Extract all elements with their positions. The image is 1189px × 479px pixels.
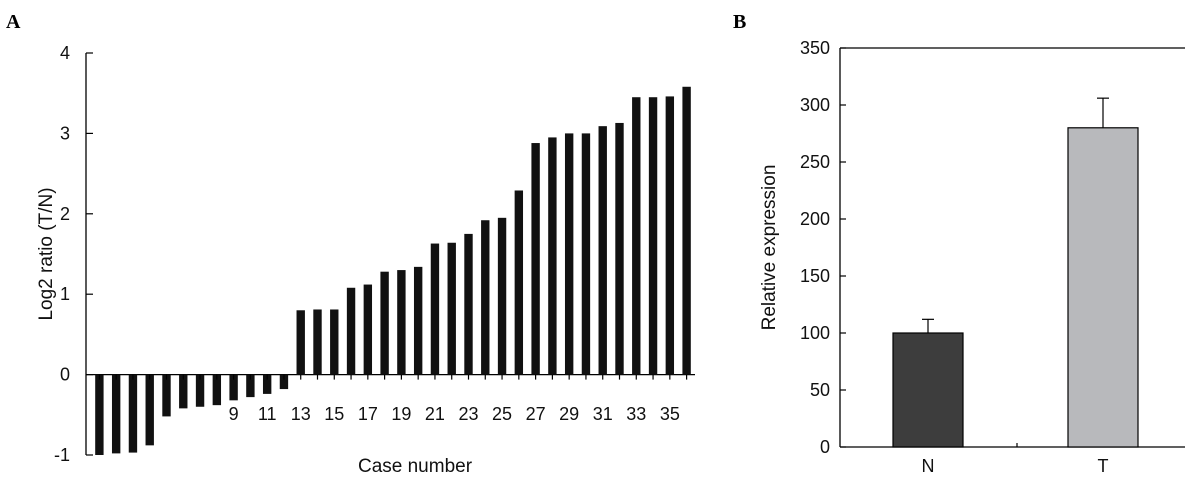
chart-a-x-axis-title: Case number: [358, 456, 473, 477]
panel-a-letter: A: [6, 11, 21, 33]
chart-a-bar: [447, 242, 456, 375]
chart-b-relative-expression: 0 50 100 150 200 250 300 350 N T Relative expressi…: [759, 38, 1185, 476]
chart-a-bar: [497, 217, 507, 375]
chart-a-bar: [296, 310, 305, 375]
chart-a-bar: [682, 86, 691, 375]
chart-a-bar: [615, 122, 624, 375]
chart-a-x-tick-label: 13: [291, 404, 311, 424]
chart-a-bar: [397, 270, 406, 375]
chart-a-bar: [229, 374, 238, 401]
chart-a-bar: [111, 374, 121, 454]
chart-a-x-tick-label: 9: [229, 404, 239, 424]
chart-a-bar: [262, 374, 272, 394]
chart-a-bar: [95, 374, 104, 455]
chart-a-bar: [648, 97, 658, 375]
chart-a-bar: [162, 374, 171, 417]
chart-b-bar: [1067, 127, 1139, 448]
chart-a-bar: [514, 190, 524, 375]
chart-a-bar: [145, 374, 154, 446]
panel-b-letter: B: [733, 11, 746, 33]
chart-a-bar: [246, 374, 255, 398]
chart-a-bar: [632, 97, 641, 375]
chart-a-x-tick-label: 31: [593, 404, 613, 424]
chart-a-bar: [481, 220, 490, 375]
chart-a-bar: [212, 374, 222, 406]
chart-a-bar: [430, 243, 440, 375]
chart-b-bar: [892, 332, 964, 448]
chart-a-x-tick-label: 33: [626, 404, 646, 424]
chart-b-y-tick-label: 50: [810, 380, 830, 400]
chart-a-x-tick-label: 27: [526, 404, 546, 424]
chart-a-x-tick-label: 19: [391, 404, 411, 424]
chart-a-bar: [564, 133, 574, 375]
chart-a-bar: [665, 96, 675, 375]
chart-a-y-tick-label: 0: [60, 365, 70, 385]
chart-a-bar: [598, 126, 607, 375]
chart-a-bar: [413, 266, 423, 375]
chart-a-bar: [128, 374, 138, 453]
chart-a-x-tick-label: 35: [660, 404, 680, 424]
chart-b-y-tick-label: 0: [820, 437, 830, 457]
chart-a-y-tick-label: 3: [60, 123, 70, 143]
chart-a-x-tick-label: 29: [559, 404, 579, 424]
chart-b-x-tick-label: T: [1098, 456, 1109, 476]
chart-a-x-tick-label: 21: [425, 404, 445, 424]
chart-a-x-tick-label: 25: [492, 404, 512, 424]
chart-a-y-tick-label: 1: [60, 284, 70, 304]
chart-a-bar: [330, 309, 339, 375]
chart-a-bar: [346, 287, 356, 375]
chart-b-y-tick-label: 300: [800, 95, 830, 115]
chart-a-y-tick-label: -1: [54, 445, 70, 465]
chart-a-bar: [363, 284, 373, 375]
chart-b-y-axis-title: Relative expression: [759, 165, 780, 331]
chart-a-bar: [581, 133, 591, 375]
chart-b-x-tick-label: N: [922, 456, 935, 476]
chart-a-y-axis-title: Log2 ratio (T/N): [36, 187, 57, 320]
chart-b-y-tick-label: 100: [800, 323, 830, 343]
chart-b-y-tick-label: 150: [800, 266, 830, 286]
chart-a-y-tick-label: 4: [60, 43, 70, 63]
chart-b-y-tick-label: 250: [800, 152, 830, 172]
chart-a-x-tick-label: 17: [358, 404, 378, 424]
chart-a-bar: [195, 374, 205, 407]
chart-a-bar: [313, 309, 322, 375]
chart-a-x-tick-label: 15: [324, 404, 344, 424]
chart-a-x-tick-label: 23: [458, 404, 478, 424]
chart-a-bar: [179, 374, 188, 409]
chart-b-y-tick-label: 350: [800, 38, 830, 58]
chart-a-bar: [531, 143, 540, 375]
chart-b-y-tick-label: 200: [800, 209, 830, 229]
chart-a-bar: [380, 271, 389, 375]
chart-a-bar: [464, 233, 473, 375]
chart-a-y-tick-label: 2: [60, 204, 70, 224]
chart-a-bar: [548, 137, 557, 375]
chart-a-x-tick-label: 11: [258, 404, 277, 424]
chart-a-bar: [279, 374, 289, 390]
